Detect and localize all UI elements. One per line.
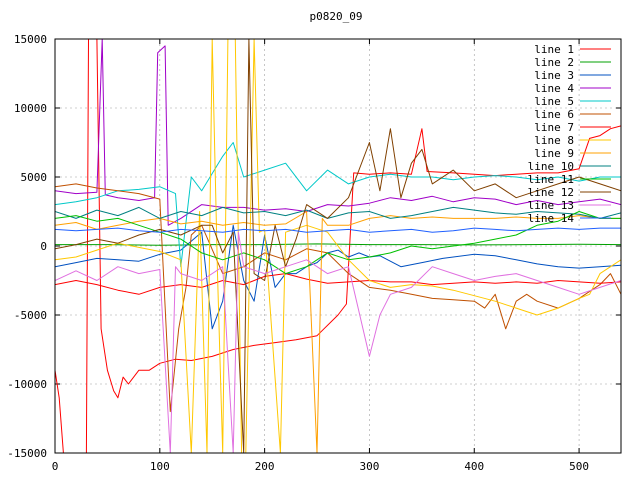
y-tick-label: 0 — [40, 240, 47, 253]
legend-label: line 10 — [528, 160, 574, 173]
y-tick-label: -10000 — [7, 378, 47, 391]
axis-ticks: -15000 -10000 -5000 0 5000 10000 15000 0 100 200 3… — [7, 33, 621, 473]
series-line-5 — [55, 142, 621, 268]
x-tick-label: 400 — [464, 460, 484, 473]
legend-label: line 12 — [528, 186, 574, 199]
series-line-12 — [55, 39, 621, 453]
legend-label: line 7 — [534, 121, 574, 134]
series-group — [55, 39, 621, 453]
legend-label: line 4 — [534, 82, 574, 95]
series-line-4 — [55, 39, 621, 226]
y-tick-label: 10000 — [14, 102, 47, 115]
y-tick-label: 15000 — [14, 33, 47, 46]
legend-label: line 3 — [534, 69, 574, 82]
series-line-7 — [55, 273, 621, 295]
series-line-1 — [55, 39, 621, 453]
y-tick-label: -5000 — [14, 309, 47, 322]
chart-title: p0820_09 — [310, 10, 363, 23]
legend-label: line 14 — [528, 212, 575, 225]
series-line-9 — [55, 211, 621, 453]
y-tick-label: 5000 — [21, 171, 48, 184]
y-tick-label: -15000 — [7, 447, 47, 460]
series-line-2 — [55, 243, 621, 246]
legend-label: line 11 — [528, 173, 574, 186]
x-tick-label: 200 — [255, 460, 275, 473]
plot-frame — [54, 38, 622, 454]
legend-label: line 9 — [534, 147, 574, 160]
series-line-3 — [55, 224, 621, 330]
legend-label: line 2 — [534, 56, 574, 69]
series-line-8 — [55, 39, 621, 453]
x-tick-label: 0 — [52, 460, 59, 473]
series-line-6 — [55, 183, 621, 413]
legend-label: line 1 — [534, 43, 574, 56]
legend-label: line 13 — [528, 199, 574, 212]
series-line-14 — [55, 227, 621, 233]
x-tick-label: 300 — [360, 460, 380, 473]
x-tick-label: 500 — [569, 460, 589, 473]
series-line-13 — [55, 231, 621, 453]
series-line-10 — [55, 206, 621, 219]
legend-label: line 6 — [534, 108, 574, 121]
x-tick-label: 100 — [150, 460, 170, 473]
legend-label: line 5 — [534, 95, 574, 108]
legend-label: line 8 — [534, 134, 574, 147]
